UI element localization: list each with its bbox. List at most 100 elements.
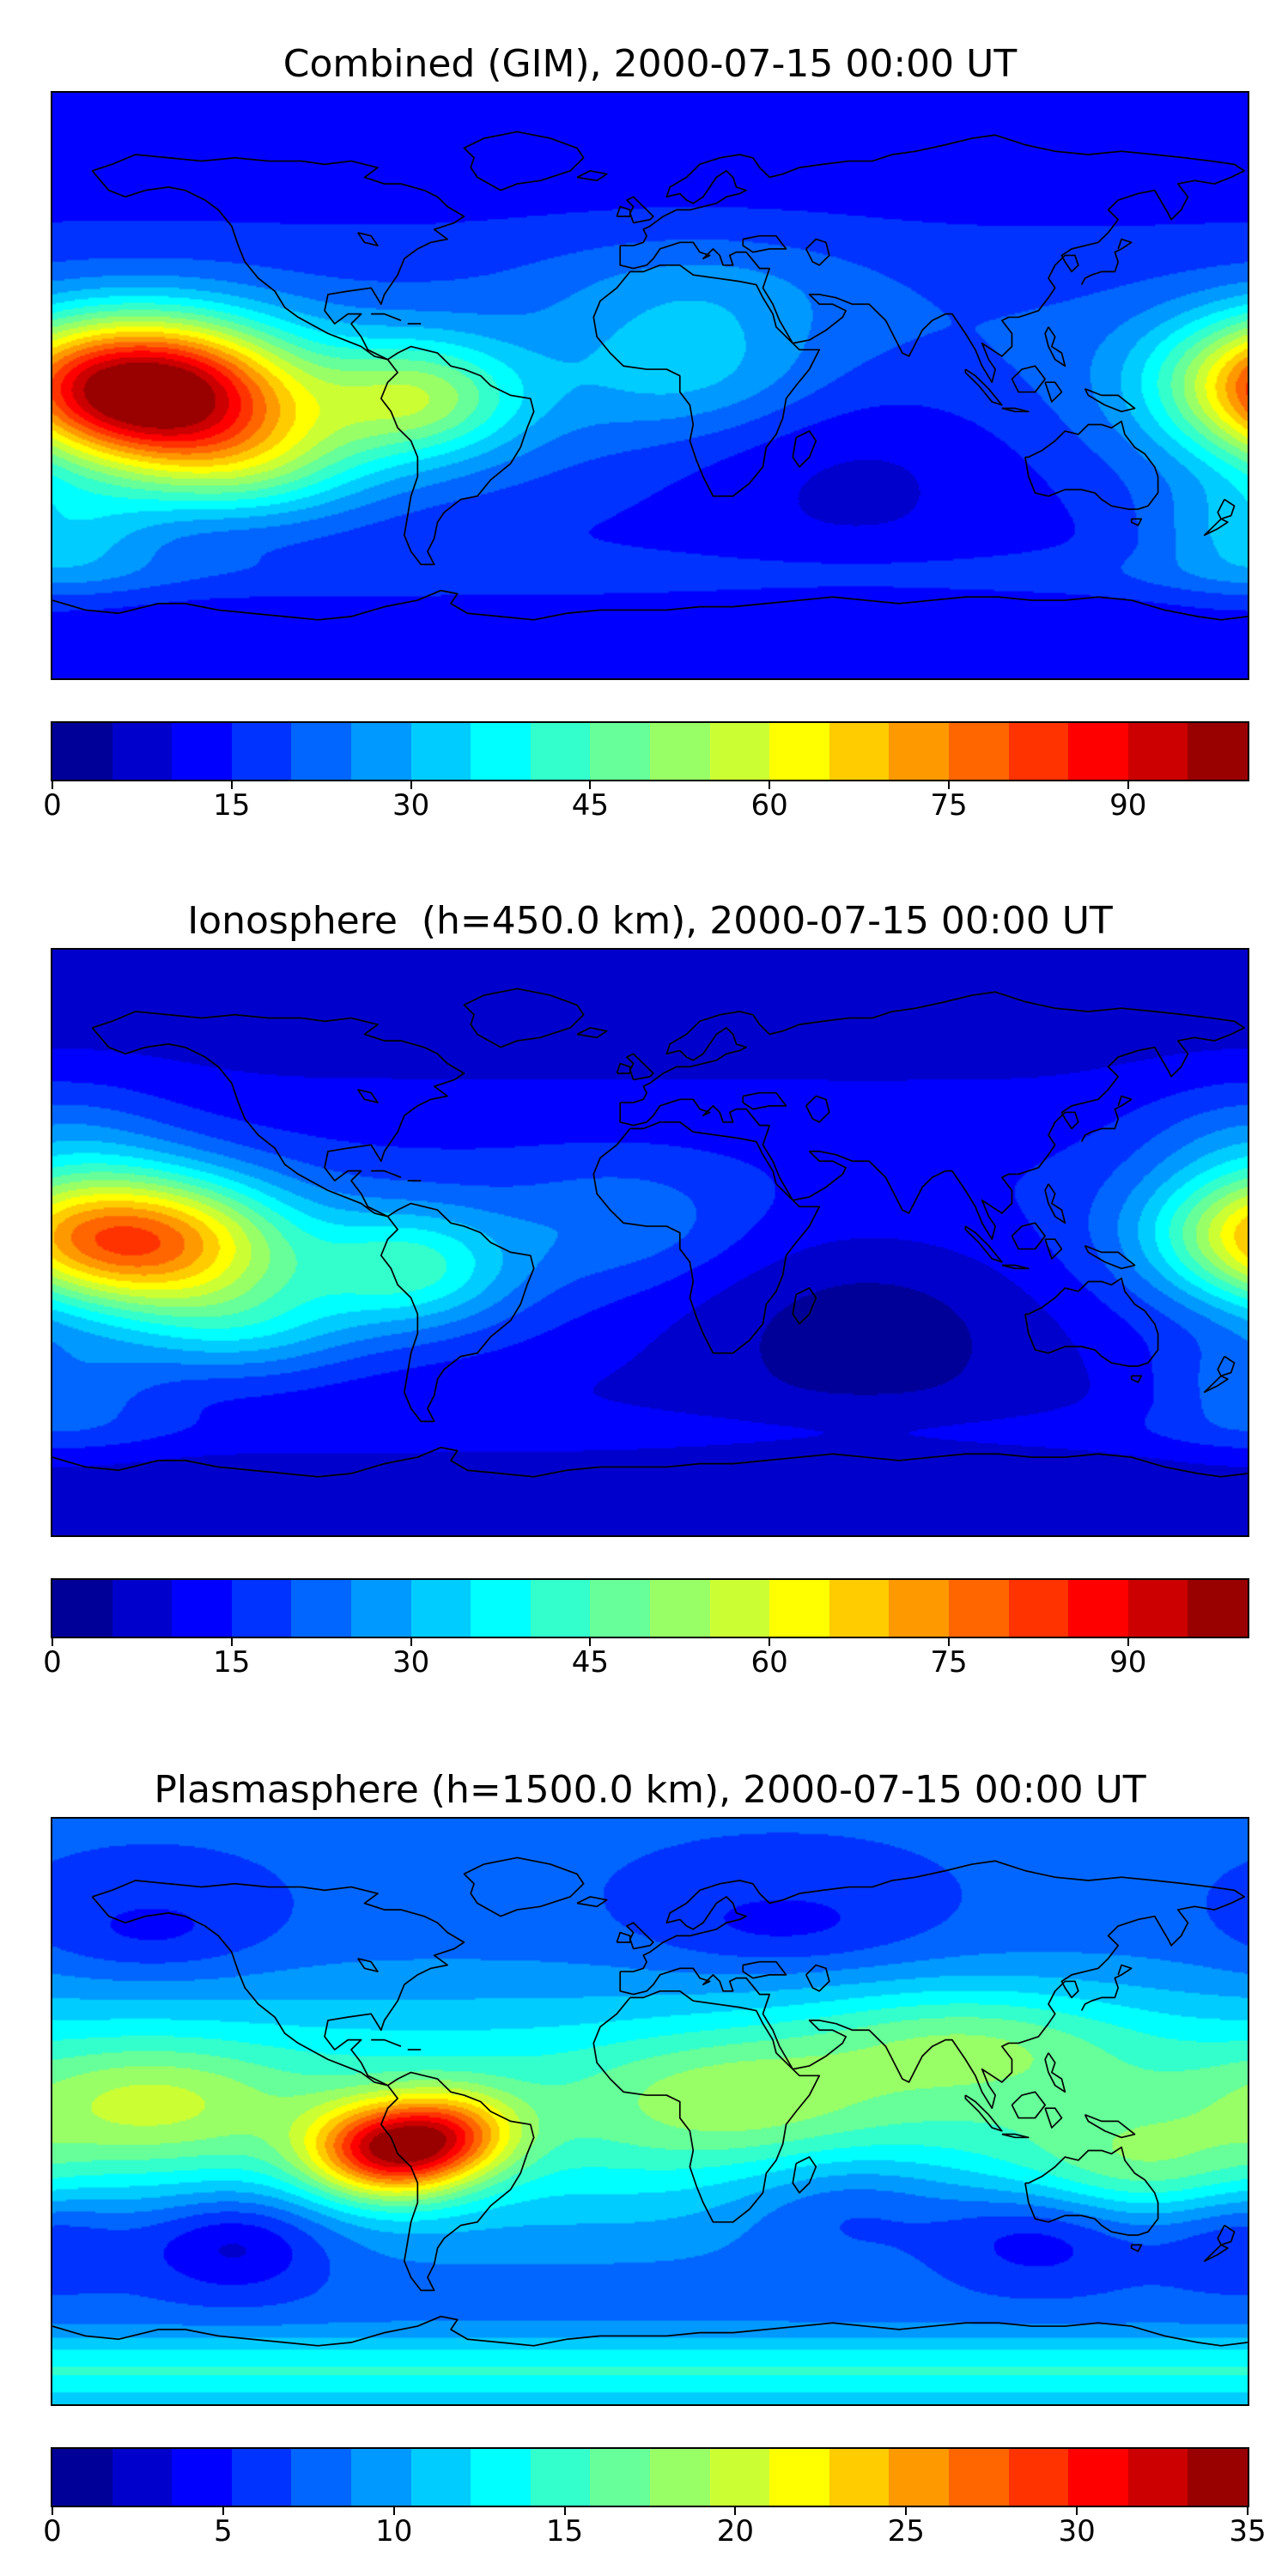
coastline (371, 314, 401, 321)
coastline (1045, 2053, 1065, 2092)
colorbar-segment (350, 2449, 411, 2506)
colorbar-segment (590, 723, 650, 780)
colorbar-segment (889, 2449, 949, 2506)
colorbar-tick (52, 1638, 53, 1646)
coastline (1205, 1357, 1235, 1393)
colorbar-tick-label: 15 (213, 788, 251, 823)
coastline (1205, 500, 1235, 536)
coastline (92, 155, 464, 360)
colorbar-segment (471, 723, 531, 780)
colorbar-tick (1247, 2507, 1249, 2515)
colorbar-tick-label: 45 (571, 1645, 610, 1680)
map-combined (51, 91, 1249, 680)
coastline (1045, 1184, 1065, 1223)
coastline (627, 1054, 653, 1079)
colorbar-tick (769, 1638, 771, 1646)
coastline (793, 2157, 816, 2193)
colorbar-tick (905, 2507, 908, 2515)
coastlines-overlay (52, 1819, 1248, 2404)
colorbar-segment (172, 2449, 232, 2506)
coastline (358, 1959, 378, 1971)
coastline (627, 1923, 653, 1948)
colorbar-tick-label: 35 (1229, 2514, 1267, 2549)
map-plasmasphere (51, 1817, 1249, 2406)
coastline (743, 1962, 786, 1978)
coastline (92, 1012, 464, 1217)
colorbar-ionosphere (51, 1578, 1249, 1638)
colorbar-segment (231, 1580, 292, 1637)
colorbar-segment (471, 1580, 531, 1637)
coastline (464, 131, 583, 190)
colorbar-tick (563, 2507, 566, 2515)
colorbar-ticks-plasmasphere: 0 5 10 15 20 25 30 35 (43, 2507, 1267, 2555)
colorbar-segment (1127, 723, 1188, 780)
map-ionosphere (51, 948, 1249, 1537)
colorbar-segment (52, 723, 112, 780)
colorbar-segment (1008, 723, 1069, 780)
coastline (1002, 409, 1029, 412)
coastline (92, 1880, 464, 2086)
colorbar-tick-label: 45 (571, 788, 610, 823)
coastline (371, 2040, 401, 2047)
colorbar-tick-label: 15 (213, 1645, 251, 1680)
colorbar-tick (52, 781, 53, 789)
colorbar-segment (590, 2449, 650, 2506)
colorbar-tick (410, 1638, 412, 1646)
colorbar-segment (649, 723, 710, 780)
colorbar-tick-label: 90 (1109, 788, 1147, 823)
colorbar-segment (769, 723, 829, 780)
coastline (1002, 2135, 1029, 2138)
coastline (381, 2073, 534, 2291)
colorbar-segment (1068, 723, 1128, 780)
colorbar-segment (649, 1580, 710, 1637)
colorbar-tick (1076, 2507, 1078, 2515)
colorbar-segment (471, 2449, 531, 2506)
coastline (1082, 1097, 1132, 1142)
coastline (1012, 2092, 1045, 2117)
colorbar-tick (734, 2507, 737, 2515)
colorbar-segment (709, 723, 770, 780)
colorbar-segment (172, 1580, 232, 1637)
colorbar-segment (1127, 1580, 1188, 1637)
colorbar-segment (350, 1580, 411, 1637)
tec-field-canvas (52, 950, 1248, 1535)
coastline (620, 1861, 1244, 2108)
coastline (793, 431, 816, 467)
panel-plasmasphere: Plasmasphere (h=1500.0 km), 2000-07-15 0… (43, 1764, 1267, 2555)
panel-combined-gim: Combined (GIM), 2000-07-15 00:00 UT 0 15 3… (43, 38, 1249, 829)
colorbar-tick-label: 60 (750, 1645, 788, 1680)
colorbar-segment (769, 2449, 829, 2506)
colorbar-tick (410, 781, 412, 789)
colorbar-segment (530, 2449, 591, 2506)
colorbar-tick (948, 781, 950, 789)
coastline (743, 1093, 786, 1109)
panel-title-combined: Combined (GIM), 2000-07-15 00:00 UT (283, 42, 1018, 86)
colorbar-tick (230, 1638, 233, 1646)
colorbar-segment (1127, 2449, 1188, 2506)
colorbar-tick (769, 781, 771, 789)
coastline (1045, 327, 1065, 366)
coastline (1085, 389, 1135, 412)
coastline (52, 1448, 1248, 1477)
coastline (593, 265, 819, 496)
colorbar-segment (410, 723, 471, 780)
coastline (1025, 422, 1158, 509)
colorbar-tick-label: 30 (392, 788, 430, 823)
coastline (617, 207, 629, 216)
colorbar-segment (530, 1580, 591, 1637)
panel-title-plasmasphere: Plasmasphere (h=1500.0 km), 2000-07-15 0… (154, 1768, 1146, 1812)
colorbar-plasmasphere (51, 2447, 1249, 2507)
colorbar-tick-label: 25 (887, 2514, 925, 2549)
coastline (965, 1226, 1002, 1262)
coastline (617, 1064, 629, 1073)
coastline (1025, 1279, 1158, 1366)
coastline (593, 1122, 819, 1353)
colorbar-tick-label: 0 (43, 1645, 62, 1680)
colorbar-tick-label: 0 (43, 2514, 62, 2549)
coastline (1082, 240, 1132, 285)
colorbar-segment (649, 2449, 710, 2506)
tec-field-canvas (52, 1819, 1248, 2404)
coastline (1025, 2148, 1158, 2235)
coastline (381, 347, 534, 565)
